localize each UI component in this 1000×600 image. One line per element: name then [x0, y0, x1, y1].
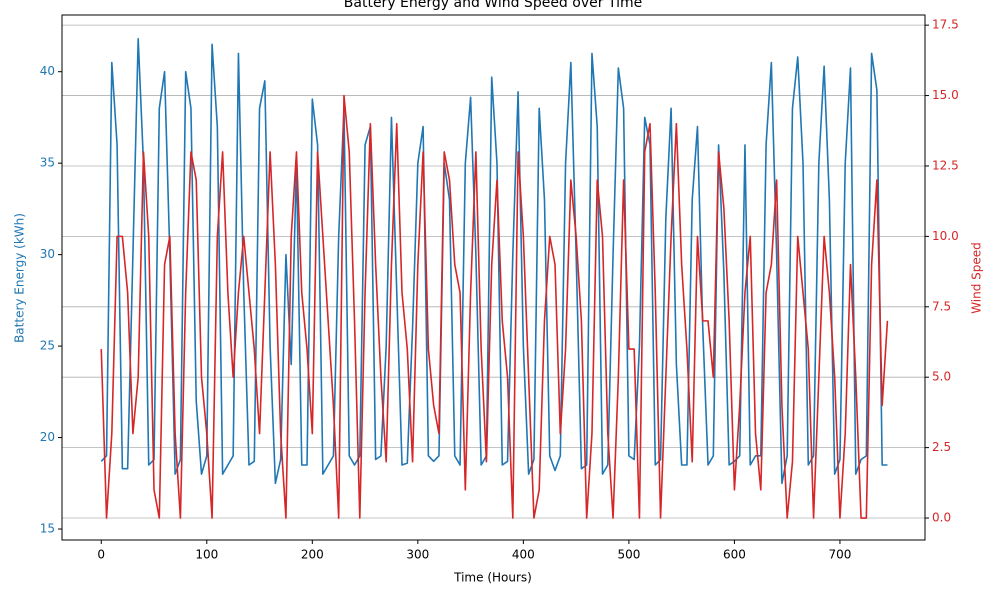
x-tick-label: 300 [406, 548, 429, 562]
x-tick-label: 0 [97, 548, 105, 562]
y2-tick-label: 12.5 [932, 158, 959, 172]
x-tick-label: 600 [723, 548, 746, 562]
y2-tick-label: 2.5 [932, 440, 951, 454]
y-tick-label: 35 [40, 156, 55, 170]
x-tick-label: 400 [512, 548, 535, 562]
series-line [100, 37, 888, 485]
x-tick-label: 200 [301, 548, 324, 562]
chart-title: Battery Energy and Wind Speed over Time [344, 0, 642, 11]
y-tick-label: 25 [40, 339, 55, 353]
plot-frame [61, 14, 926, 541]
series-line [100, 94, 889, 519]
x-tick-label: 700 [828, 548, 851, 562]
y2-tick-label: 7.5 [932, 299, 951, 313]
x-tick-label: 100 [195, 548, 218, 562]
y2-tick-label: 0.0 [932, 511, 951, 525]
y-tick-label: 40 [40, 64, 55, 78]
y2-tick-label: 10.0 [932, 229, 959, 243]
x-tick-label: 500 [617, 548, 640, 562]
y-tick-label: 20 [40, 430, 55, 444]
y-tick-label: 30 [40, 247, 55, 261]
y2-tick-label: 17.5 [932, 18, 959, 32]
y2-axis-label: Wind Speed [970, 242, 984, 314]
y2-tick-label: 15.0 [932, 88, 959, 102]
x-axis-label: Time (Hours) [453, 571, 532, 585]
y2-tick-label: 5.0 [932, 370, 951, 384]
y-axis-label: Battery Energy (kWh) [13, 213, 27, 343]
y-tick-label: 15 [40, 522, 55, 536]
